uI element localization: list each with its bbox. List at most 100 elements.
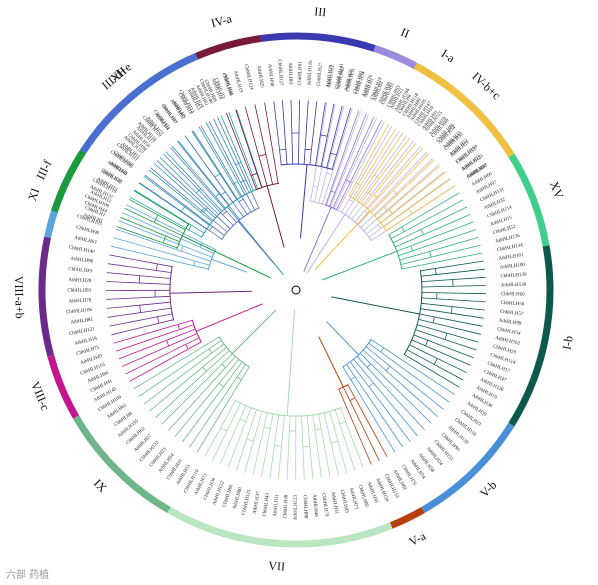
- clade-label-ii: II: [399, 25, 412, 41]
- leaf-branch: [130, 196, 202, 238]
- leaf-branch: [315, 102, 326, 166]
- leaf-branch: [326, 105, 343, 168]
- leaf-branch: [356, 355, 425, 431]
- leaf-branch: [318, 105, 345, 204]
- node-arc: [214, 173, 221, 178]
- node-arc: [138, 275, 141, 284]
- clade-stem-v-a: [318, 336, 344, 388]
- leaf-branch: [120, 216, 180, 243]
- clade-label-iii: III: [314, 4, 327, 19]
- leaf-branch: [388, 192, 460, 236]
- clade-ring-iii-f: [51, 149, 86, 213]
- node-arc: [366, 363, 372, 368]
- leaf-branch: [261, 413, 274, 477]
- leaf-branch: [244, 411, 263, 474]
- leaf-branch: [282, 100, 288, 165]
- leaf-label: AtbHLH80: [233, 486, 244, 510]
- node-arc: [238, 198, 244, 203]
- leaf-branch: [374, 159, 435, 217]
- leaf-branch: [252, 412, 268, 476]
- leaf-label: CbbHLH92: [353, 70, 365, 95]
- leaf-branch: [314, 104, 336, 202]
- leaf-branch: [165, 151, 223, 212]
- leaf-branch: [106, 301, 171, 309]
- leaf-branch: [346, 364, 404, 448]
- leaf-label: AtbHLH28: [68, 278, 91, 284]
- clade-label-iii-d-e: III-d+e: [99, 60, 134, 93]
- leaf-branch: [200, 125, 252, 213]
- node-arc: [166, 340, 170, 347]
- leaf-branch: [404, 354, 460, 388]
- clade-ring-iv-b-c: [413, 62, 515, 158]
- leaf-branch: [301, 415, 305, 480]
- leaf-branch: [383, 178, 451, 228]
- leaf-label: CbbHLH57: [500, 310, 525, 318]
- clade-arc-xv: [388, 234, 403, 270]
- leaf-label: AtbHLH71: [348, 487, 359, 511]
- leaf-branch: [244, 106, 268, 187]
- node-arc: [222, 210, 227, 216]
- leaf-branch: [318, 413, 331, 477]
- clade-stem-xii: [226, 206, 284, 275]
- node-arc: [221, 363, 226, 368]
- leaf-branch: [421, 302, 485, 311]
- clade-arc-vii: [234, 399, 342, 417]
- clade-rings: [38, 32, 554, 548]
- leaf-branch: [340, 407, 364, 468]
- clade-labels: I-aXVI-bV-bV-aVIIIXVIII-cVIII-a+bXIXIIII…: [12, 4, 576, 573]
- leaf-label: CbbHLH96: [75, 225, 100, 236]
- node-arc: [139, 305, 141, 313]
- clade-stem-viii-a-b: [169, 290, 253, 294]
- leaf-branch: [329, 411, 348, 474]
- clade-stem-i-a: [306, 214, 346, 274]
- clade-ring-vii: [167, 506, 393, 548]
- clade-label-v-a: V-a: [407, 528, 429, 548]
- node-arc: [263, 426, 271, 429]
- leaf-label: CbbHLH88: [302, 495, 308, 519]
- clade-stem-xv: [321, 250, 397, 281]
- leaf-branch: [363, 142, 417, 207]
- leaf-label: CbbHLH93: [67, 289, 91, 294]
- leaf-branch: [189, 364, 246, 448]
- leaf-label: AtbHLH116: [307, 60, 314, 86]
- leaf-branch: [205, 122, 246, 196]
- clade-label-viii-a-b: VIII-a+b: [12, 276, 27, 319]
- leaf-branch: [357, 151, 428, 225]
- leaf-branch: [153, 163, 216, 219]
- leaf-branch: [353, 358, 418, 437]
- clade-label-vii: VII: [268, 558, 286, 573]
- leaf-branch: [227, 407, 252, 468]
- leaf-branch: [360, 158, 434, 228]
- leaf-label: CbbHLH33: [346, 68, 357, 93]
- leaf-branch: [360, 137, 411, 204]
- leaf-label: AtbHLH46: [311, 494, 318, 518]
- leaf-branch: [352, 128, 397, 199]
- leaf-branch: [217, 116, 260, 209]
- node-arc: [181, 245, 184, 252]
- leaf-branch: [334, 409, 356, 471]
- leaf-branch: [347, 384, 388, 457]
- leaf-branch: [386, 185, 456, 232]
- clade-arc-viii-a-b: [169, 265, 175, 321]
- leaf-branch: [191, 130, 238, 200]
- leaf-branch: [254, 104, 273, 185]
- leaf-branch: [107, 263, 172, 273]
- leaf-branch: [129, 341, 202, 382]
- clade-arc-xii: [201, 186, 263, 238]
- leaf-label: AtbHLH12: [327, 64, 336, 88]
- node-arc: [239, 418, 246, 423]
- leaf-label: AtbHLH81: [70, 317, 94, 325]
- leaf-label: AtbHLH100: [500, 263, 526, 271]
- leaf-label: AtbHLH138: [501, 283, 527, 289]
- leaf-label: CbbHLH75: [76, 345, 101, 357]
- leaf-label: AtbHLH96: [70, 257, 94, 265]
- leaf-branch: [370, 339, 455, 395]
- leaf-branch: [348, 124, 390, 196]
- leaf-label: CbbHLH56: [500, 301, 524, 308]
- leaf-label: CbbHLH134: [497, 243, 524, 253]
- node-arc: [236, 376, 242, 381]
- node-arc: [220, 427, 228, 432]
- leaf-branch: [336, 120, 382, 210]
- leaf-label: CbbHLH83: [339, 489, 349, 514]
- leaf-branch: [213, 118, 250, 193]
